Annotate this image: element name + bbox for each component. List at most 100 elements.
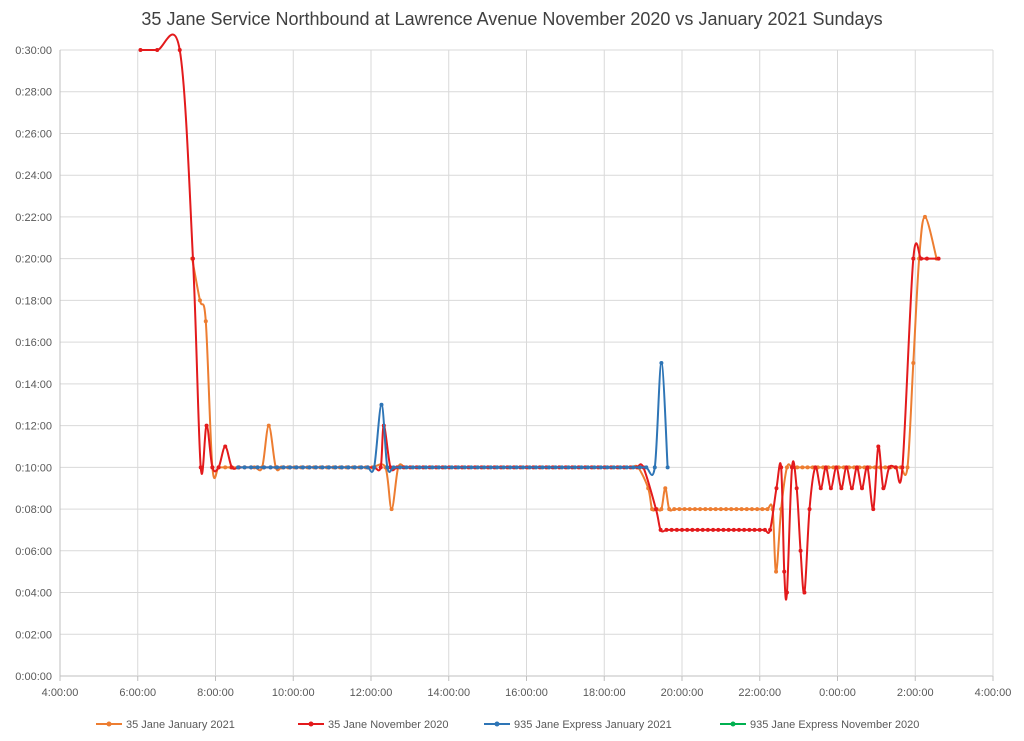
data-point bbox=[900, 465, 905, 470]
data-point bbox=[664, 527, 669, 532]
data-point bbox=[307, 465, 312, 470]
data-point bbox=[790, 465, 795, 470]
data-point bbox=[378, 465, 383, 470]
x-tick-label: 12:00:00 bbox=[350, 687, 393, 699]
data-point bbox=[398, 465, 403, 470]
legend-label: 935 Jane Express November 2020 bbox=[750, 719, 919, 731]
data-point bbox=[760, 507, 765, 512]
data-point bbox=[618, 465, 623, 470]
data-point bbox=[883, 465, 888, 470]
data-point bbox=[718, 507, 723, 512]
data-point bbox=[663, 486, 668, 491]
data-point bbox=[495, 465, 500, 470]
data-point bbox=[807, 507, 812, 512]
data-point bbox=[372, 465, 377, 470]
y-tick-label: 0:22:00 bbox=[15, 212, 52, 224]
data-point bbox=[430, 465, 435, 470]
data-point bbox=[752, 527, 757, 532]
legend-label: 35 Jane November 2020 bbox=[328, 719, 448, 731]
data-point bbox=[281, 465, 286, 470]
data-point bbox=[924, 256, 929, 261]
y-tick-label: 0:00:00 bbox=[15, 671, 52, 683]
data-point bbox=[831, 465, 836, 470]
data-point bbox=[385, 465, 390, 470]
data-point bbox=[677, 507, 682, 512]
data-point bbox=[695, 527, 700, 532]
data-point bbox=[659, 361, 664, 365]
x-tick-label: 8:00:00 bbox=[197, 687, 234, 699]
data-point bbox=[223, 465, 228, 470]
data-point bbox=[423, 465, 428, 470]
x-tick-label: 0:00:00 bbox=[819, 687, 856, 699]
data-point bbox=[911, 361, 916, 365]
legend-item: 35 Jane January 2021 bbox=[96, 719, 235, 731]
data-point bbox=[449, 465, 454, 470]
data-point bbox=[774, 486, 779, 491]
y-tick-label: 0:10:00 bbox=[15, 462, 52, 474]
data-point bbox=[784, 465, 789, 470]
data-point bbox=[333, 465, 338, 470]
data-point bbox=[560, 465, 565, 470]
data-point bbox=[229, 465, 234, 470]
data-point bbox=[652, 465, 657, 470]
data-point bbox=[300, 465, 305, 470]
data-point bbox=[685, 527, 690, 532]
data-point bbox=[802, 590, 807, 595]
data-point bbox=[198, 465, 203, 470]
data-point bbox=[653, 507, 658, 512]
axis-layer: 0:00:00 0:02:00 0:04:00 0:06:00 0:08:00 0:10:… bbox=[15, 45, 1011, 699]
data-point bbox=[204, 423, 209, 428]
data-point bbox=[742, 527, 747, 532]
data-point bbox=[755, 507, 760, 512]
x-tick-label: 22:00:00 bbox=[738, 687, 781, 699]
data-point bbox=[379, 402, 384, 407]
data-point bbox=[236, 465, 241, 470]
series-0 bbox=[190, 214, 939, 574]
data-point bbox=[876, 444, 881, 449]
legend-label: 35 Jane January 2021 bbox=[126, 719, 235, 731]
data-point bbox=[274, 465, 279, 470]
legend: 35 Jane January 2021 35 Jane November 202… bbox=[96, 719, 919, 731]
data-point bbox=[765, 507, 770, 512]
data-point bbox=[631, 465, 636, 470]
data-point bbox=[521, 465, 526, 470]
data-point bbox=[508, 465, 513, 470]
data-point bbox=[736, 527, 741, 532]
data-point bbox=[690, 527, 695, 532]
y-tick-label: 0:12:00 bbox=[15, 421, 52, 433]
data-point bbox=[598, 465, 603, 470]
data-point bbox=[716, 527, 721, 532]
data-point bbox=[579, 465, 584, 470]
data-point bbox=[805, 465, 810, 470]
data-point bbox=[700, 527, 705, 532]
data-point bbox=[624, 465, 629, 470]
legend-item: 935 Jane Express November 2020 bbox=[720, 719, 919, 731]
data-point bbox=[456, 465, 461, 470]
series-2 bbox=[236, 361, 670, 476]
data-point bbox=[724, 507, 729, 512]
x-tick-label: 10:00:00 bbox=[272, 687, 315, 699]
data-point bbox=[326, 465, 331, 470]
chart-title: 35 Jane Service Northbound at Lawrence A… bbox=[141, 9, 882, 29]
data-point bbox=[757, 527, 762, 532]
data-point bbox=[692, 507, 697, 512]
data-point bbox=[854, 465, 859, 470]
data-point bbox=[637, 465, 642, 470]
legend-swatch-marker bbox=[494, 721, 500, 727]
data-point bbox=[547, 465, 552, 470]
y-tick-label: 0:26:00 bbox=[15, 128, 52, 140]
data-point bbox=[527, 465, 532, 470]
data-point bbox=[865, 465, 870, 470]
y-tick-label: 0:02:00 bbox=[15, 629, 52, 641]
data-point bbox=[800, 465, 805, 470]
data-point bbox=[680, 527, 684, 532]
data-point bbox=[266, 423, 271, 428]
data-point bbox=[389, 507, 394, 512]
data-point bbox=[261, 465, 266, 470]
data-point bbox=[514, 465, 519, 470]
data-point bbox=[828, 486, 833, 491]
data-point bbox=[592, 465, 597, 470]
data-point bbox=[534, 465, 539, 470]
data-point bbox=[711, 527, 716, 532]
